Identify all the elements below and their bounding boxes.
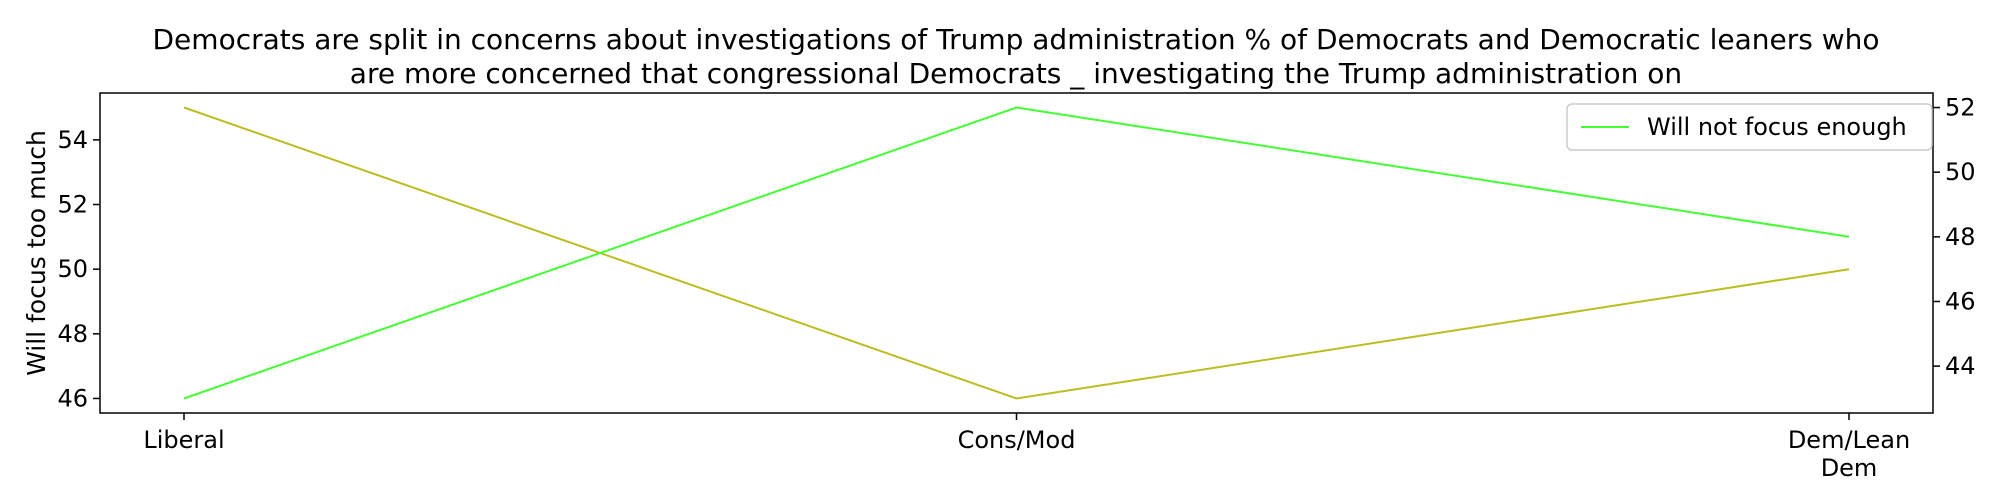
- chart-title-line: are more concerned that congressional De…: [350, 57, 1682, 90]
- legend-label: Will not focus enough: [1647, 113, 1907, 141]
- y-right-tick-label: 44: [1945, 352, 1976, 380]
- y-left-tick-label: 46: [57, 384, 88, 412]
- chart-title-line: Democrats are split in concerns about in…: [153, 23, 1880, 56]
- x-tick-label: Dem: [1821, 454, 1878, 482]
- y-right-tick-label: 50: [1945, 158, 1976, 186]
- axis-labels: Will focus too much: [22, 130, 51, 376]
- y-right-tick-label: 48: [1945, 223, 1976, 251]
- x-tick-label: Liberal: [143, 426, 224, 454]
- series-line-will-not-focus-enough: [183, 106, 1850, 400]
- y-left-tick-label: 52: [57, 191, 88, 219]
- series-line-will-focus-too-much: [183, 106, 1850, 400]
- x-tick-label: Dem/Lean: [1788, 426, 1910, 454]
- y-right-tick-label: 52: [1945, 94, 1976, 122]
- y-right-tick-label: 46: [1945, 287, 1976, 315]
- y-left-tick-label: 48: [57, 320, 88, 348]
- chart-legend: Will not focus enough: [1566, 103, 1933, 151]
- series-lines: [183, 106, 1850, 400]
- chart-title: Democrats are split in concerns about in…: [153, 23, 1880, 90]
- y-left-axis-label: Will focus too much: [22, 130, 51, 376]
- y-left-tick-label: 54: [57, 126, 88, 154]
- legend-box: [1566, 103, 1933, 151]
- x-tick-label: Cons/Mod: [958, 426, 1076, 454]
- y-left-tick-label: 50: [57, 255, 88, 283]
